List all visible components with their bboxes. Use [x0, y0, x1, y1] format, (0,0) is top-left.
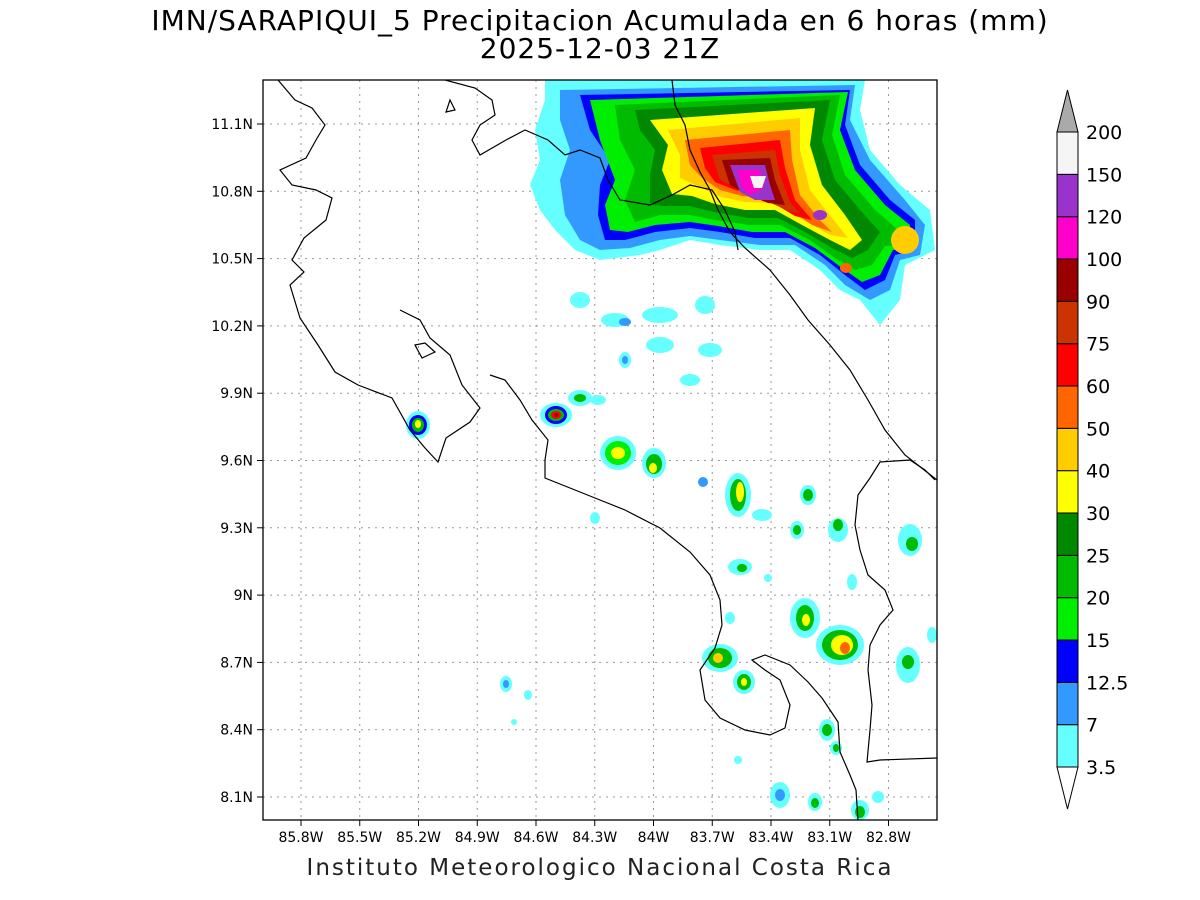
- convective-cell: [600, 436, 666, 478]
- legend-label: 100: [1086, 249, 1122, 271]
- x-tick-label: 83.1W: [807, 830, 852, 846]
- legend-label: 20: [1086, 588, 1110, 610]
- legend-swatch: [1056, 300, 1079, 345]
- y-tick-label: 8.4N: [220, 723, 253, 739]
- legend-label: 50: [1086, 418, 1110, 440]
- convective-cell: [540, 390, 592, 427]
- y-tick-label: 9.6N: [220, 454, 253, 470]
- x-tick-label: 83.4W: [748, 830, 793, 846]
- legend-label: 60: [1086, 376, 1110, 398]
- x-tick-label: 85.8W: [278, 830, 323, 846]
- y-tick-label: 9N: [234, 588, 253, 604]
- legend-swatch: [1056, 131, 1079, 175]
- legend-swatch: [1056, 343, 1079, 387]
- y-tick-label: 11.1N: [211, 117, 253, 133]
- x-tick-label: 84.9W: [455, 830, 500, 846]
- y-tick-label: 8.1N: [220, 790, 253, 806]
- x-tick-label: 82.8W: [866, 830, 911, 846]
- x-tick-label: 85.5W: [337, 830, 382, 846]
- convective-cell: [702, 598, 920, 694]
- x-tick-label: 85.2W: [396, 830, 441, 846]
- legend-label: 25: [1086, 545, 1110, 567]
- convective-cell: [406, 411, 430, 439]
- convective-cell: [770, 719, 869, 820]
- legend-swatch: [1056, 173, 1079, 218]
- y-tick-label: 9.9N: [220, 386, 253, 402]
- y-tick-label: 8.7N: [220, 655, 253, 671]
- legend-label: 12.5: [1086, 672, 1128, 694]
- legend-swatch: [1056, 427, 1079, 472]
- y-tick-label: 10.8N: [211, 184, 253, 200]
- precipitation-field: [406, 80, 937, 820]
- legend-swatch: [1056, 681, 1079, 726]
- credit-text: Instituto Meteorologico Nacional Costa R…: [306, 855, 894, 881]
- legend-label: 75: [1086, 334, 1110, 356]
- legend-label: 90: [1086, 291, 1110, 313]
- legend-swatch: [1056, 597, 1079, 641]
- map-datetime: 2025-12-03 21Z: [479, 32, 721, 65]
- legend-swatch: [1056, 470, 1079, 514]
- y-tick-label: 10.2N: [211, 319, 253, 335]
- legend-lower-arrow: [1056, 766, 1079, 810]
- legend-label: 200: [1086, 122, 1122, 144]
- coastline-borders: [277, 80, 937, 820]
- legend-swatch: [1056, 385, 1079, 429]
- legend-swatch: [1056, 639, 1079, 683]
- x-tick-label: 84W: [638, 830, 670, 846]
- convective-cell: [725, 473, 922, 575]
- legend-label: 40: [1086, 461, 1110, 483]
- x-tick-label: 83.7W: [690, 830, 735, 846]
- y-tick-label: 10.5N: [211, 252, 253, 268]
- legend-swatch: [1056, 554, 1079, 599]
- legend-swatch: [1056, 89, 1079, 133]
- legend-label: 15: [1086, 630, 1110, 652]
- plot-frame: [262, 79, 938, 821]
- legend-swatch: [1056, 258, 1079, 302]
- x-tick-label: 84.6W: [513, 830, 558, 846]
- legend-label: 3.5: [1086, 757, 1116, 779]
- legend-label: 30: [1086, 503, 1110, 525]
- legend-label: 120: [1086, 207, 1122, 229]
- legend-swatch: [1056, 216, 1079, 260]
- light-rain-patches: [500, 292, 937, 803]
- color-legend: 3.5 7 12.5 15 20 25 30 40 50 60 75 90 100 120 150 200: [1056, 89, 1128, 810]
- x-axis-ticks: 85.8W 85.5W 85.2W 84.9W 84.6W 84.3W 84W 83.7W 83…: [278, 820, 911, 846]
- legend-label: 7: [1086, 715, 1098, 737]
- legend-swatch: [1056, 724, 1079, 768]
- x-tick-label: 84.3W: [572, 830, 617, 846]
- legend-label: 150: [1086, 164, 1122, 186]
- map-title: IMN/SARAPIQUI_5 Precipitacion Acumulada …: [151, 4, 1049, 37]
- y-tick-label: 9.3N: [220, 521, 253, 537]
- legend-swatch: [1056, 512, 1079, 556]
- y-axis-ticks: 11.1N 10.8N 10.5N 10.2N 9.9N 9.6N 9.3N 9N 8.7N 8.…: [211, 117, 263, 806]
